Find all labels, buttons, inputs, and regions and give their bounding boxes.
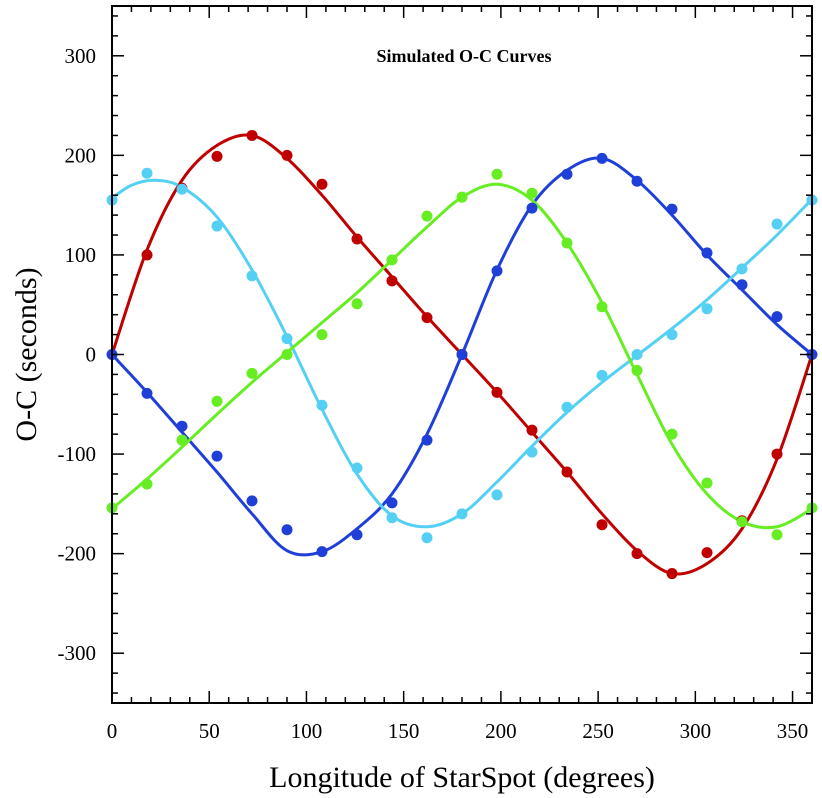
green-data-point <box>351 298 363 310</box>
green-data-point <box>281 349 293 360</box>
x-tick-label: 200 <box>485 719 517 743</box>
cyan-data-point <box>281 333 293 345</box>
green-data-point <box>176 434 188 446</box>
blue-data-point <box>316 546 328 558</box>
y-tick-label: -200 <box>58 542 97 566</box>
green-data-point <box>736 516 748 528</box>
blue-data-point <box>211 450 223 462</box>
green-data-point <box>561 237 573 249</box>
cyan-data-point <box>491 489 503 501</box>
red-data-point <box>596 519 608 531</box>
blue-data-point <box>561 168 573 180</box>
red-data-point <box>701 547 713 559</box>
cyan-data-point <box>141 167 153 179</box>
axis-ticks <box>111 6 813 703</box>
red-data-point <box>351 233 363 245</box>
cyan-data-point <box>456 508 468 520</box>
green-data-point <box>666 428 678 440</box>
y-tick-label: 300 <box>65 44 97 68</box>
red-data-point <box>421 312 433 324</box>
blue-data-point <box>456 349 468 360</box>
red-data-point <box>666 568 678 580</box>
x-tick-label: 300 <box>680 719 712 743</box>
cyan-data-point <box>701 303 713 315</box>
cyan-data-point <box>351 462 363 474</box>
blue-data-point <box>281 524 293 536</box>
blue-data-point <box>631 175 643 187</box>
green-data-point <box>456 191 468 203</box>
blue-data-point <box>421 434 433 446</box>
green-data-point <box>246 367 258 379</box>
green-data-point <box>491 168 503 180</box>
green-data-point <box>526 187 538 199</box>
x-tick-label: 50 <box>199 719 220 743</box>
cyan-data-point <box>211 220 223 232</box>
blue-data-point <box>386 497 398 509</box>
cyan-data-point <box>246 270 258 282</box>
red-data-point <box>561 466 573 478</box>
cyan-data-point <box>386 512 398 524</box>
green-data-point <box>211 395 223 407</box>
y-tick-label: -300 <box>58 641 97 665</box>
y-axis-title: O-C (seconds) <box>10 267 43 441</box>
x-tick-label: 100 <box>291 719 323 743</box>
x-axis-title: Longitude of StarSpot (degrees) <box>269 761 655 794</box>
cyan-data-point <box>596 369 608 381</box>
chart-title: Simulated O-C Curves <box>377 46 552 66</box>
series-points <box>106 129 818 580</box>
cyan-data-point <box>526 446 538 458</box>
red-data-point <box>526 424 538 436</box>
blue-data-point <box>176 420 188 432</box>
blue-data-point <box>491 265 503 277</box>
blue-data-point <box>596 152 608 164</box>
green-data-point <box>596 301 608 313</box>
red-data-point <box>281 149 293 161</box>
cyan-data-point <box>736 263 748 275</box>
green-data-point <box>701 477 713 489</box>
cyan-data-point <box>561 401 573 413</box>
y-tick-label: 200 <box>65 143 97 167</box>
green-data-point <box>421 210 433 222</box>
x-tick-labels: 0 50 100 150 200 250 300 350 <box>107 719 809 743</box>
blue-data-point <box>701 247 713 259</box>
green-data-point <box>386 254 398 266</box>
blue-data-point <box>141 387 153 399</box>
red-data-point <box>246 129 258 141</box>
cyan-data-point <box>316 399 328 411</box>
y-tick-labels: -300 -200 -100 0 100 200 300 <box>58 44 97 665</box>
x-tick-label: 150 <box>388 719 420 743</box>
red-data-point <box>386 275 398 287</box>
cyan-data-point <box>421 532 433 544</box>
red-data-point <box>631 548 643 560</box>
cyan-series-curve <box>111 178 814 529</box>
blue-data-point <box>246 495 258 507</box>
red-data-point <box>771 448 783 460</box>
blue-data-point <box>736 279 748 291</box>
green-data-point <box>141 478 153 490</box>
red-data-point <box>316 178 328 190</box>
red-data-point <box>211 150 223 162</box>
green-data-point <box>771 529 783 541</box>
cyan-data-point <box>631 349 643 360</box>
y-tick-label: 100 <box>65 243 97 267</box>
red-data-point <box>491 386 503 398</box>
red-data-point <box>141 249 153 261</box>
blue-data-point <box>771 311 783 323</box>
x-tick-label: 250 <box>582 719 614 743</box>
green-data-point <box>631 364 643 376</box>
green-data-point <box>316 329 328 341</box>
x-tick-label: 350 <box>777 719 809 743</box>
cyan-data-point <box>176 183 188 195</box>
cyan-data-point <box>666 329 678 341</box>
y-tick-label: 0 <box>86 343 97 367</box>
x-tick-label: 0 <box>107 719 118 743</box>
blue-data-point <box>351 529 363 541</box>
blue-data-point <box>666 203 678 215</box>
y-tick-label: -100 <box>58 442 97 466</box>
blue-data-point <box>526 202 538 214</box>
cyan-data-point <box>771 218 783 230</box>
